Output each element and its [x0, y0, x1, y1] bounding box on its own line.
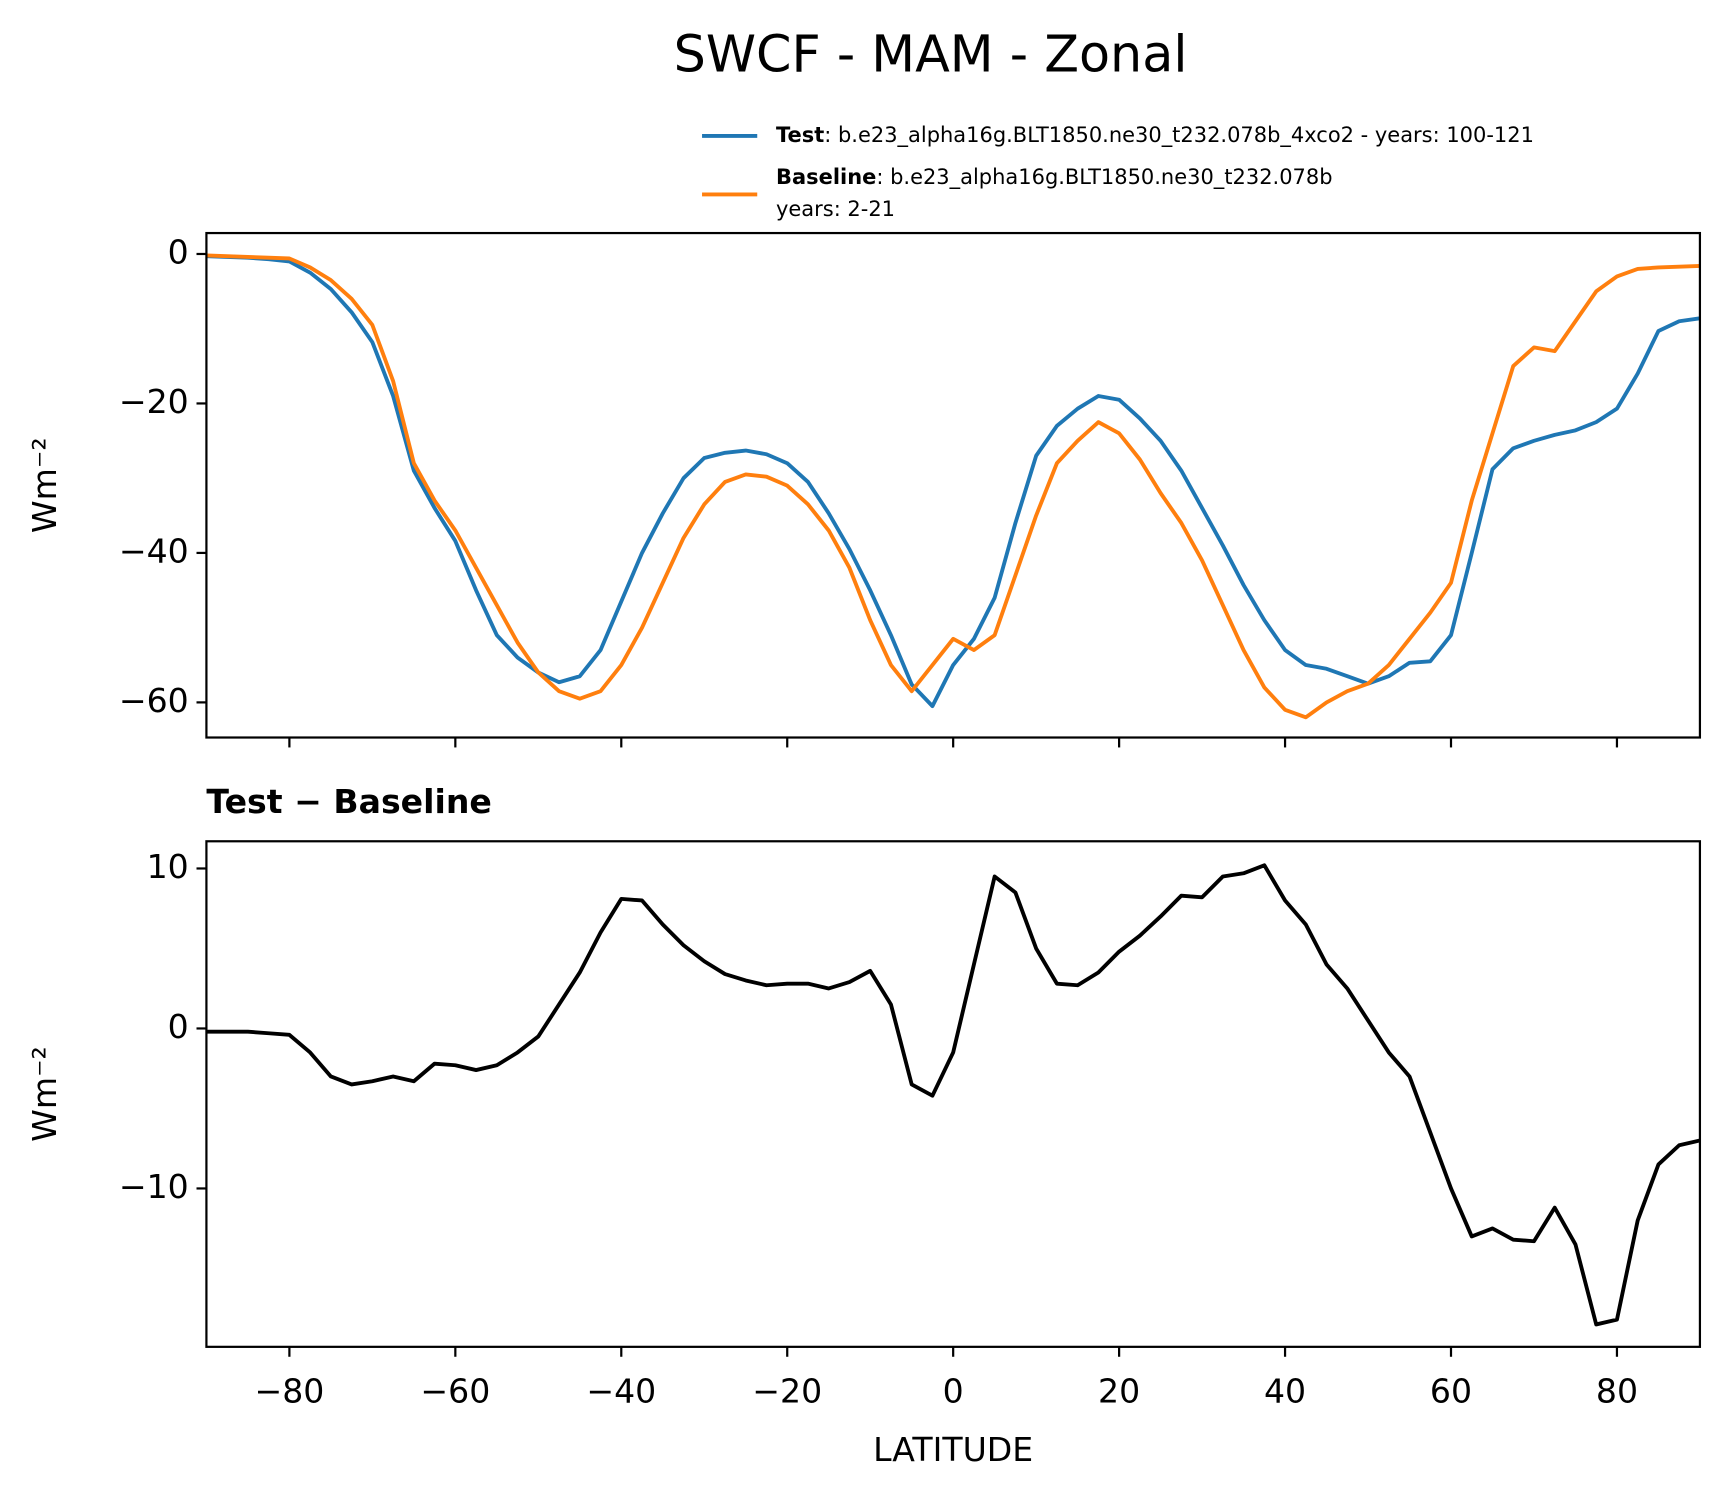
x-axis-label: LATITUDE	[873, 1430, 1033, 1469]
legend-name: Test	[776, 123, 824, 147]
legend-entry: Baseline: b.e23_alpha16g.BLT1850.ne30_t2…	[776, 165, 1333, 190]
x-tick-label: 20	[1098, 1372, 1140, 1411]
data-line	[206, 253, 1700, 720]
plot-area	[206, 253, 1700, 720]
y-tick-label: 0	[168, 1007, 189, 1046]
y-tick-label: −60	[119, 681, 189, 720]
x-tick-label: 80	[1596, 1372, 1638, 1411]
y-tick-label: 0	[168, 232, 189, 271]
legend-description: : b.e23_alpha16g.BLT1850.ne30_t232.078b	[876, 165, 1332, 190]
y-axis-label: Wm⁻²	[25, 437, 64, 533]
legend-entry: Test: b.e23_alpha16g.BLT1850.ne30_t232.0…	[776, 123, 1534, 148]
plot-area	[206, 863, 1700, 1327]
y-tick-label: 10	[147, 847, 189, 886]
x-tick-label: −40	[586, 1372, 656, 1411]
axes-frame	[205, 840, 1702, 1348]
x-tick-label: −20	[752, 1372, 822, 1411]
legend-name: Baseline	[776, 165, 876, 189]
y-tick-label: −20	[119, 382, 189, 421]
x-tick-label: −60	[420, 1372, 490, 1411]
legend-description: : b.e23_alpha16g.BLT1850.ne30_t232.078b_…	[824, 123, 1534, 148]
y-axis-label: Wm⁻²	[25, 1046, 64, 1142]
x-tick-label: 0	[943, 1372, 964, 1411]
x-tick-label: 60	[1430, 1372, 1472, 1411]
axes-frame	[205, 231, 1702, 739]
data-line	[206, 254, 1700, 709]
chart-title: SWCF - MAM - Zonal	[674, 25, 1188, 84]
x-tick-label: −80	[254, 1372, 324, 1411]
subplot-title: Test − Baseline	[206, 782, 491, 821]
data-line	[206, 863, 1700, 1327]
legend-entry-line2: years: 2-21	[776, 197, 895, 221]
y-tick-label: −10	[119, 1167, 189, 1206]
y-tick-label: −40	[119, 531, 189, 570]
x-tick-label: 40	[1264, 1372, 1306, 1411]
